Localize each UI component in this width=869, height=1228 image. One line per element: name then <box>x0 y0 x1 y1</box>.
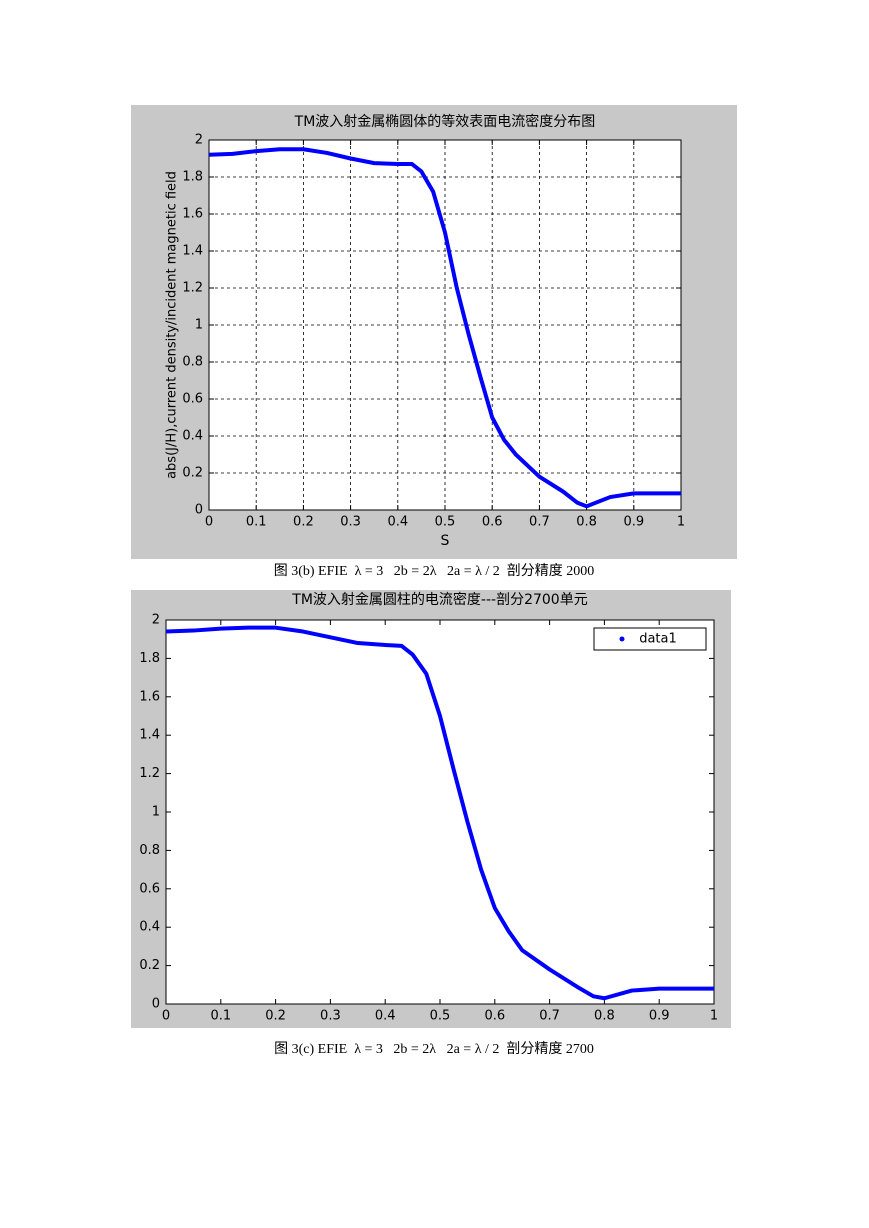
x-tick-label: 0.7 <box>529 515 550 530</box>
y-tick-label: 0 <box>195 503 203 518</box>
y-tick-label: 1 <box>195 318 203 333</box>
y-tick-label: 0.2 <box>139 958 160 973</box>
y-tick-label: 0.4 <box>139 920 160 935</box>
y-tick-label: 2 <box>195 133 203 148</box>
data-line <box>165 625 714 1001</box>
y-tick-label: 1.8 <box>182 170 203 185</box>
x-tick-label: 0.6 <box>482 515 503 530</box>
y-tick-label: 0.6 <box>139 881 160 896</box>
data-line <box>208 147 681 509</box>
x-tick-label: 1 <box>710 1009 718 1024</box>
y-tick-label: 0.6 <box>182 392 203 407</box>
legend-label: data1 <box>639 632 677 647</box>
plot-area <box>166 620 714 1004</box>
y-tick-label: 0.4 <box>182 429 203 444</box>
x-tick-label: 0.9 <box>623 515 644 530</box>
x-tick-label: 0 <box>205 515 213 530</box>
x-tick-label: 0 <box>162 1009 170 1024</box>
x-tick-label: 0.1 <box>210 1009 231 1024</box>
x-tick-label: 1 <box>677 515 685 530</box>
legend-box <box>593 627 707 651</box>
x-tick-label: 0.1 <box>246 515 267 530</box>
y-tick-label: 1.4 <box>139 728 160 743</box>
y-tick-label: 1.6 <box>182 207 203 222</box>
x-tick-label: 0.3 <box>320 1009 341 1024</box>
y-tick-label: 1.8 <box>139 651 160 666</box>
chart-title: TM波入射金属圆柱的电流密度---剖分2700单元 <box>291 591 587 608</box>
plot-frame <box>208 139 682 511</box>
x-axis-label: S <box>441 533 450 549</box>
y-tick-label: 0 <box>152 997 160 1012</box>
y-tick-label: 0.8 <box>182 355 203 370</box>
y-tick-label: 0.8 <box>139 843 160 858</box>
x-tick-label: 0.5 <box>430 1009 451 1024</box>
x-tick-label: 0.4 <box>387 515 408 530</box>
x-tick-label: 0.2 <box>293 515 314 530</box>
y-tick-label: 1.4 <box>182 244 203 259</box>
y-tick-label: 1.2 <box>139 766 160 781</box>
x-tick-label: 0.8 <box>594 1009 615 1024</box>
x-tick-label: 0.7 <box>539 1009 560 1024</box>
figure-caption: 图 3(b) EFIE λ = 3 2b = 2λ 2a = λ / 2 剖分精… <box>274 563 595 579</box>
x-tick-label: 0.5 <box>435 515 456 530</box>
y-tick-label: 1 <box>152 805 160 820</box>
y-tick-label: 0.2 <box>182 466 203 481</box>
y-tick-label: 2 <box>152 613 160 628</box>
chart-title: TM波入射金属椭圆体的等效表面电流密度分布图 <box>294 113 596 130</box>
y-tick-label: 1.6 <box>139 689 160 704</box>
x-tick-label: 0.4 <box>375 1009 396 1024</box>
x-tick-label: 0.2 <box>265 1009 286 1024</box>
x-tick-label: 0.8 <box>576 515 597 530</box>
y-tick-label: 1.2 <box>182 281 203 296</box>
x-tick-label: 0.6 <box>484 1009 505 1024</box>
y-axis-label: abs(J/H),current density/incident magnet… <box>165 171 180 479</box>
x-tick-label: 0.3 <box>340 515 361 530</box>
figure-caption: 图 3(c) EFIE λ = 3 2b = 2λ 2a = λ / 2 剖分精… <box>274 1041 594 1057</box>
legend-marker <box>619 636 625 642</box>
plot-frame <box>165 619 715 1005</box>
x-tick-label: 0.9 <box>649 1009 670 1024</box>
